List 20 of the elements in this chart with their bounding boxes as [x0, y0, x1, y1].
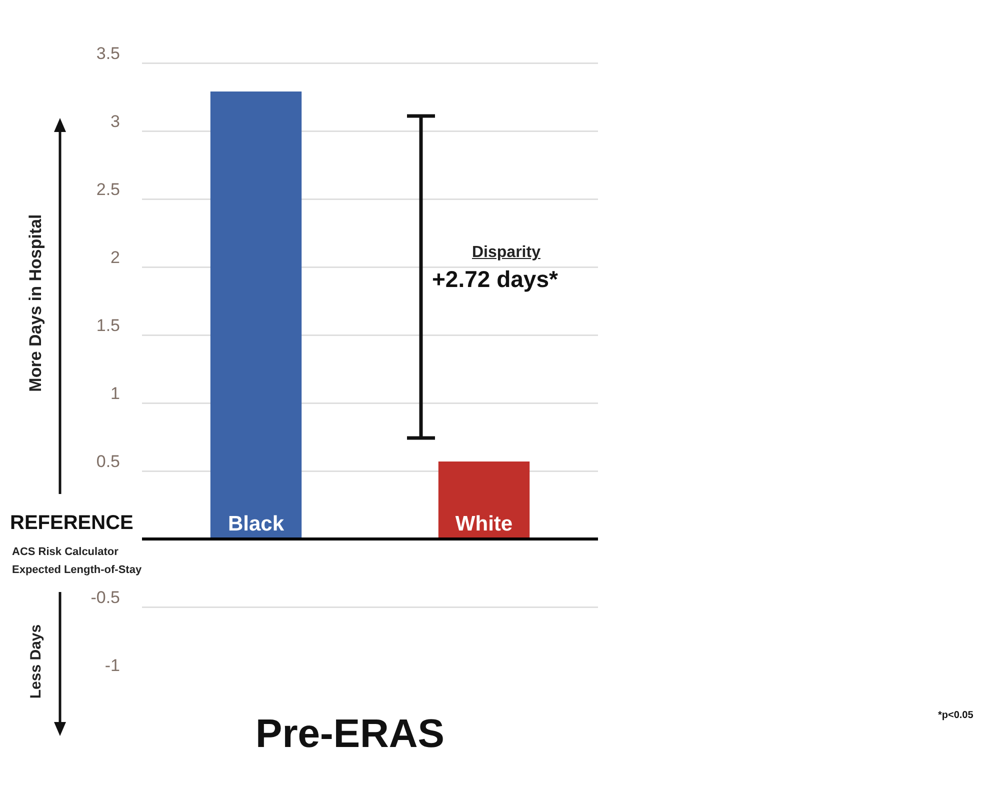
x-tick-label: White	[455, 512, 513, 536]
text: Less Days	[28, 623, 44, 701]
y-tick-label: 2	[110, 248, 120, 268]
text: ACS Risk Calculator	[12, 545, 120, 560]
y-tick-label: 2.5	[96, 180, 120, 200]
y-tick-label: 3	[110, 112, 120, 132]
y-tick-label: -1	[104, 656, 120, 676]
y-tick-label: -0.5	[90, 588, 120, 608]
x-tick-label: Black	[228, 512, 284, 536]
text: *p<0.05	[938, 710, 974, 721]
y-axis-title: More Days in Hospital	[26, 213, 46, 394]
y-tick-label: 1.5	[96, 316, 120, 336]
y-tick-label: 3.5	[96, 44, 120, 64]
annotation: Disparity	[472, 244, 540, 262]
y-tick-label: 1	[110, 384, 120, 404]
annotation: +2.72 days*	[432, 266, 558, 293]
text: Pre-ERAS	[254, 712, 446, 757]
y-tick-label: 0.5	[96, 452, 120, 472]
text: REFERENCE	[10, 512, 134, 535]
text: Expected Length-of-Stay	[12, 563, 142, 578]
